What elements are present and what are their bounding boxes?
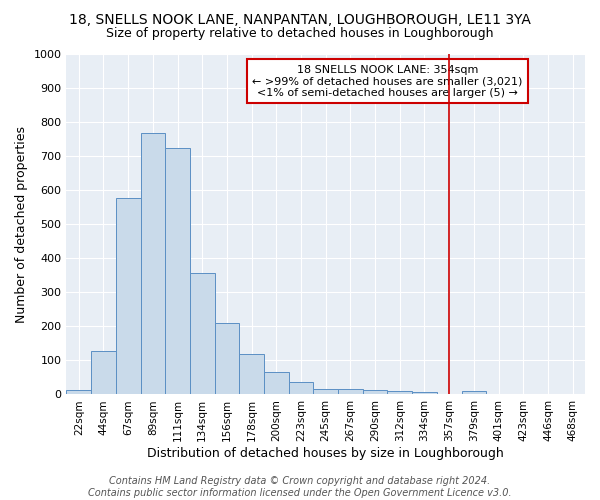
Bar (140, 133, 165, 394)
Bar (215, 323, 239, 394)
X-axis label: Distribution of detached houses by size in Loughborough: Distribution of detached houses by size … (148, 447, 504, 460)
Bar (338, 388, 363, 394)
Bar (116, 198, 140, 394)
Y-axis label: Number of detached properties: Number of detached properties (15, 126, 28, 322)
Text: 18 SNELLS NOOK LANE: 354sqm
← >99% of detached houses are smaller (3,021)
<1% of: 18 SNELLS NOOK LANE: 354sqm ← >99% of de… (252, 64, 523, 98)
Bar (190, 272, 215, 394)
Bar (91, 351, 116, 395)
Bar (264, 372, 289, 394)
Bar (461, 392, 486, 394)
Text: Contains HM Land Registry data © Crown copyright and database right 2024.
Contai: Contains HM Land Registry data © Crown c… (88, 476, 512, 498)
Bar (388, 392, 412, 394)
Bar (363, 390, 388, 394)
Text: Size of property relative to detached houses in Loughborough: Size of property relative to detached ho… (106, 28, 494, 40)
Text: 18, SNELLS NOOK LANE, NANPANTAN, LOUGHBOROUGH, LE11 3YA: 18, SNELLS NOOK LANE, NANPANTAN, LOUGHBO… (69, 12, 531, 26)
Bar (165, 148, 190, 394)
Bar (313, 388, 338, 394)
Bar (412, 392, 437, 394)
Bar (289, 382, 313, 394)
Bar (239, 354, 264, 395)
Bar (67, 390, 91, 394)
